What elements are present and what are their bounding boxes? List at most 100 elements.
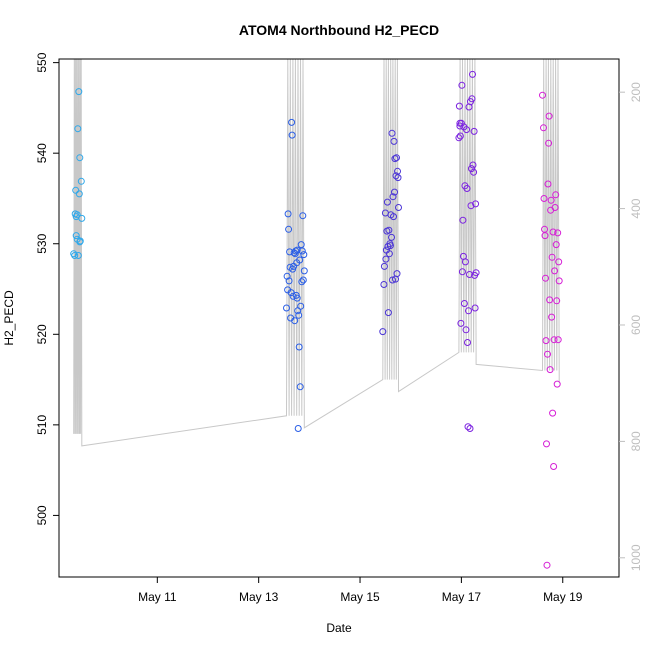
series-4 xyxy=(455,70,480,432)
data-point xyxy=(293,246,301,254)
y-tick-label: 550 xyxy=(35,52,49,72)
data-point xyxy=(472,200,480,208)
depth-trace-layer xyxy=(73,58,560,447)
data-point xyxy=(549,228,557,236)
data-point xyxy=(296,383,304,391)
data-point xyxy=(462,326,470,334)
data-point xyxy=(470,168,478,176)
y-axis-label: H2_PECD xyxy=(2,290,16,346)
data-point xyxy=(553,297,561,305)
data-point xyxy=(554,336,562,344)
data-point xyxy=(465,307,472,315)
data-point xyxy=(300,251,308,259)
data-point xyxy=(455,134,463,142)
data-point xyxy=(543,440,550,448)
x-tick-label: May 17 xyxy=(442,590,482,604)
data-point xyxy=(76,238,84,246)
y2-tick-label: 200 xyxy=(629,82,643,102)
data-point xyxy=(391,188,398,196)
data-point xyxy=(388,129,396,137)
data-point xyxy=(463,126,470,134)
data-point xyxy=(541,232,549,240)
data-point xyxy=(548,313,556,321)
data-point xyxy=(288,118,296,126)
data-point xyxy=(383,198,391,206)
data-point xyxy=(551,267,559,275)
data-point xyxy=(388,233,395,241)
data-point xyxy=(553,380,561,388)
data-point xyxy=(285,277,293,285)
data-point xyxy=(298,278,306,286)
data-point xyxy=(459,216,467,224)
data-point xyxy=(75,190,83,198)
data-point xyxy=(540,195,548,202)
data-point xyxy=(293,294,301,302)
data-point xyxy=(78,214,86,222)
data-point xyxy=(543,561,551,569)
data-point xyxy=(284,210,292,218)
data-point xyxy=(296,256,304,264)
data-point xyxy=(299,212,307,220)
data-point xyxy=(386,240,394,248)
data-point xyxy=(546,296,554,304)
data-point xyxy=(546,366,554,374)
data-point xyxy=(393,154,400,162)
data-point xyxy=(392,172,400,180)
x-axis-label: Date xyxy=(326,621,352,635)
y2-tick-label: 800 xyxy=(629,431,643,451)
data-point xyxy=(74,125,82,133)
data-point xyxy=(283,304,290,312)
data-point xyxy=(458,81,466,89)
y-tick-label: 520 xyxy=(35,324,49,344)
y-tick-label: 500 xyxy=(35,505,49,525)
series-1 xyxy=(70,88,86,259)
data-point xyxy=(285,225,293,233)
data-point xyxy=(73,211,81,219)
data-point xyxy=(470,127,478,135)
data-point xyxy=(380,262,388,270)
data-point xyxy=(551,204,559,211)
data-point xyxy=(555,258,563,266)
data-point xyxy=(286,248,294,256)
data-point xyxy=(552,241,560,249)
data-point xyxy=(555,277,563,285)
data-point xyxy=(460,300,468,307)
data-point xyxy=(469,161,477,169)
y-tick-label: 530 xyxy=(35,233,49,253)
data-point xyxy=(550,336,558,344)
data-point xyxy=(391,155,399,163)
secondary-y-axis: 200 400 600 800 1000 xyxy=(619,82,643,571)
data-point xyxy=(457,319,465,327)
data-point xyxy=(283,272,291,280)
y2-tick-label: 400 xyxy=(629,198,643,218)
data-point xyxy=(463,185,471,192)
data-point xyxy=(464,423,472,431)
y-tick-label: 540 xyxy=(35,143,49,163)
data-point xyxy=(547,196,555,204)
data-point xyxy=(390,137,398,145)
series-3 xyxy=(379,129,402,336)
data-point xyxy=(461,258,469,266)
data-point xyxy=(289,292,297,300)
data-point xyxy=(298,247,306,255)
y2-tick-label: 1000 xyxy=(629,544,643,571)
x-tick-label: May 13 xyxy=(239,590,279,604)
y2-tick-label: 600 xyxy=(629,315,643,335)
data-point xyxy=(542,274,549,282)
data-point xyxy=(466,271,473,278)
data-point xyxy=(544,180,552,188)
data-point xyxy=(382,255,390,263)
data-point xyxy=(468,165,475,173)
data-point xyxy=(284,286,292,294)
plot-frame xyxy=(58,58,620,578)
data-point xyxy=(76,154,84,162)
data-point xyxy=(71,252,79,259)
data-point xyxy=(384,309,392,317)
data-point xyxy=(554,229,562,237)
data-point xyxy=(72,232,80,240)
data-point xyxy=(290,262,298,270)
data-point xyxy=(467,202,475,210)
data-point xyxy=(456,132,464,140)
data-point xyxy=(544,350,551,358)
